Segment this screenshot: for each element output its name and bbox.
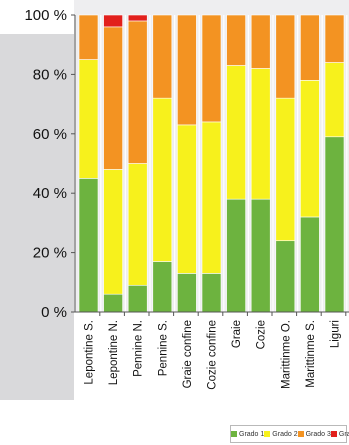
x-tick-label: Cozie confine — [207, 320, 219, 390]
bar-segment — [177, 124, 197, 274]
y-tick-label: 0 % — [41, 304, 67, 321]
bar-segment — [127, 20, 148, 164]
legend-label: Grado 3 — [305, 430, 331, 438]
bar-segment — [127, 284, 148, 313]
bar-segment — [103, 169, 123, 295]
legend-item: Grado 2 — [264, 430, 298, 438]
bar-segment — [324, 62, 345, 138]
y-tick-label: 60 % — [33, 126, 67, 143]
y-tick-label: 80 % — [33, 66, 67, 83]
bar-segment — [152, 261, 173, 313]
y-tick-label: 100 % — [24, 7, 67, 24]
bar-segment — [201, 273, 222, 313]
bar-segment — [300, 216, 320, 313]
bar-segment — [226, 65, 246, 200]
bar-segment — [226, 198, 246, 313]
x-tick-label: Graie confine — [182, 320, 194, 388]
x-tick-label: Marittinme S. — [305, 320, 317, 388]
legend-swatch — [231, 431, 237, 437]
bar-segment — [250, 198, 271, 313]
bar-segment — [250, 68, 271, 200]
y-tick-labels: 0 % 20 % 40 % 60 % 80 % 100 % — [24, 7, 75, 321]
x-tick-label: Pennine N. — [133, 320, 145, 377]
background-panel — [0, 34, 74, 400]
bar-segment — [127, 14, 148, 22]
legend-swatch — [264, 431, 271, 437]
legend-label: Grado 2 — [272, 430, 298, 438]
legend-swatch — [297, 431, 304, 437]
bar-segment — [103, 14, 123, 28]
bar-segment — [177, 273, 197, 313]
bar-segment — [103, 293, 123, 313]
x-tick-label: Lepontine S. — [84, 320, 96, 385]
bar-segment — [300, 14, 320, 81]
bar-segment — [250, 14, 271, 69]
bar-segment — [275, 240, 296, 313]
bar-segment — [300, 80, 320, 218]
bar-segment — [226, 14, 246, 66]
legend-item: Grado 4 — [330, 430, 349, 438]
bar-segment — [152, 97, 173, 262]
axes-group — [74, 15, 349, 313]
x-tick-label: Pennine S. — [157, 320, 169, 376]
bars-group — [78, 14, 348, 313]
x-tick-label: Graie — [231, 320, 243, 348]
x-tick-label: Lepontine N. — [108, 320, 120, 385]
bar-segment — [201, 121, 222, 274]
legend-label: Grado 4 — [338, 430, 349, 438]
bar-segment — [78, 59, 99, 179]
bar-segment — [103, 26, 123, 170]
legend-label: Grado 1 — [239, 430, 265, 438]
x-tick-label: Cozie — [256, 320, 268, 349]
legend-swatch — [330, 431, 337, 437]
bar-segment — [152, 14, 173, 99]
bar-segment — [177, 14, 197, 126]
bar-segment — [127, 163, 148, 286]
bar-segment — [78, 178, 99, 313]
y-tick-label: 40 % — [33, 185, 67, 202]
bar-segment — [324, 136, 345, 313]
legend: Grado 1 Grado 2 Grado 3 Grado 4 — [230, 425, 349, 443]
stacked-bar-chart: 0 %20 %40 %60 %80 %100 % Lepontine S. Lep… — [24, 7, 349, 390]
x-tick-labels: Lepontine S. Lepontine N. Pennine N. Pennin… — [84, 312, 347, 390]
bar-segment — [275, 97, 296, 242]
x-tick-label: Liguri — [330, 320, 342, 348]
x-tick-label: Marittinme O. — [280, 320, 292, 389]
y-tick-label: 20 % — [33, 245, 67, 262]
bar-segment — [275, 14, 296, 99]
legend-item: Grado 3 — [297, 430, 331, 438]
bar-segment — [324, 14, 345, 63]
bar-segment — [78, 14, 99, 60]
bar-segment — [201, 14, 222, 123]
legend-item: Grado 1 — [231, 431, 264, 438]
